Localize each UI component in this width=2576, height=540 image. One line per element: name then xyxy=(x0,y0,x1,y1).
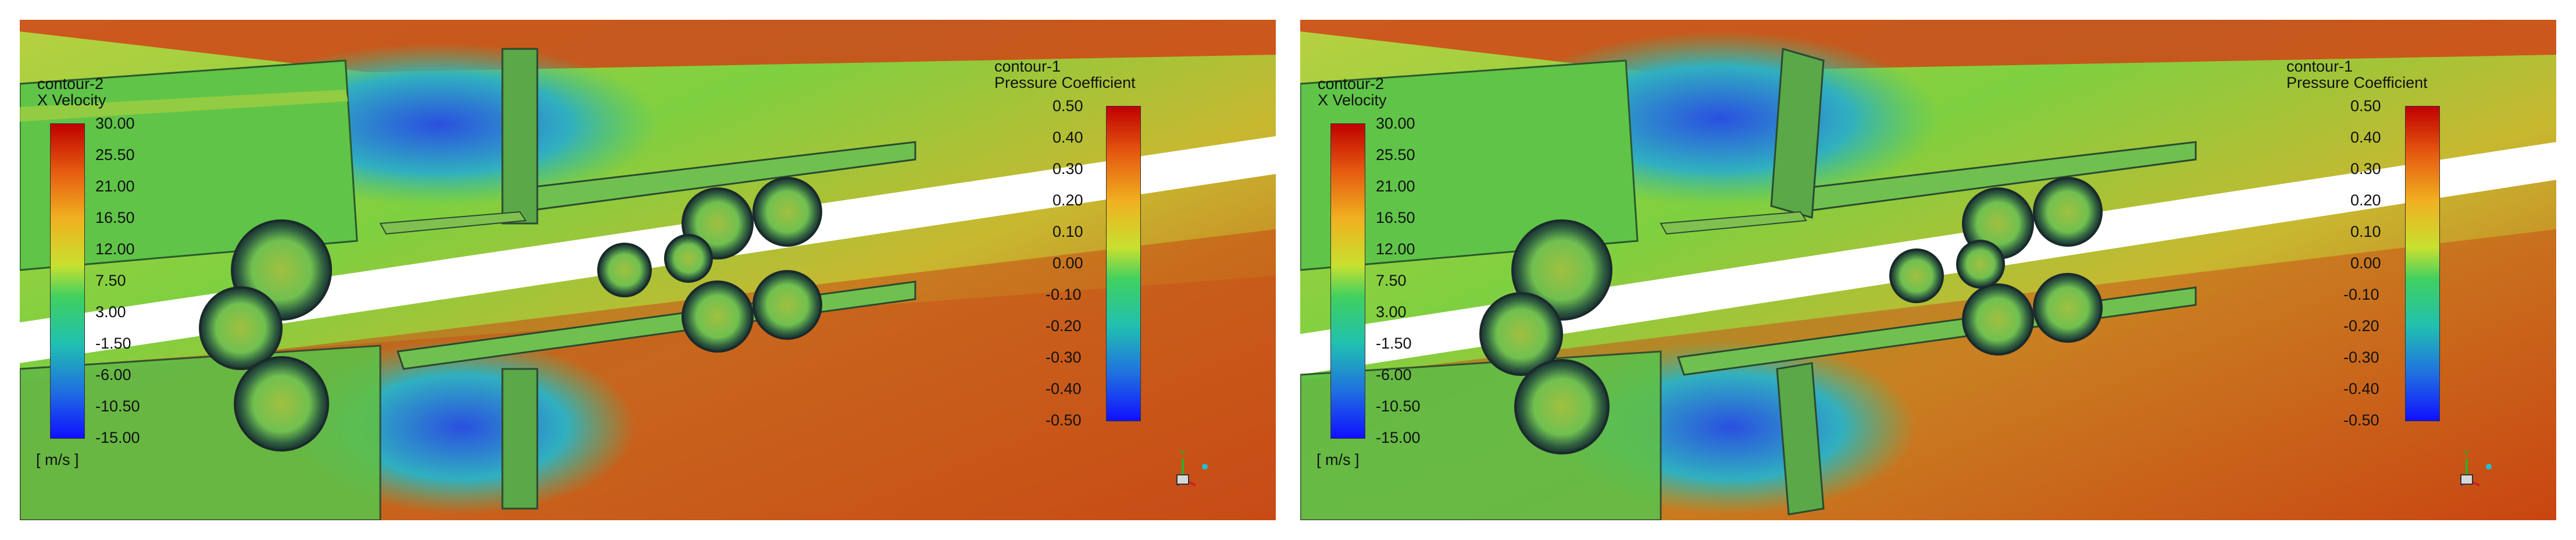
axis-triad-icon[interactable]: Y xyxy=(1159,439,1218,497)
pressure-tick: -0.40 xyxy=(1046,380,1082,397)
velocity-tick: 30.00 xyxy=(95,115,135,132)
velocity-unit: [ m/s ] xyxy=(1316,451,1360,468)
velocity-colorbar xyxy=(1330,123,1365,439)
pressure-legend-title: contour-1 xyxy=(994,58,1061,75)
flow-field-scene xyxy=(20,20,1276,520)
velocity-legend-subtitle: X Velocity xyxy=(1318,91,1387,109)
velocity-tick: -1.50 xyxy=(1376,335,1412,352)
velocity-tick: 25.50 xyxy=(1376,146,1415,164)
pressure-tick: -0.30 xyxy=(1046,349,1082,366)
velocity-tick: -6.00 xyxy=(95,366,131,383)
velocity-colorbar xyxy=(50,123,85,439)
right-contour-view[interactable]: contour-2 X Velocity 30.00 25.50 21.00 1… xyxy=(1300,20,2556,520)
axis-triad-icon[interactable]: Y xyxy=(2443,439,2502,497)
pressure-tick: -0.50 xyxy=(1046,411,1082,429)
left-contour-view[interactable]: contour-2 X Velocity 30.00 25.50 21.00 1… xyxy=(20,20,1276,520)
velocity-tick: 7.50 xyxy=(95,272,126,289)
velocity-tick: -6.00 xyxy=(1376,366,1412,383)
velocity-tick: 30.00 xyxy=(1376,115,1415,132)
triad-y-label: Y xyxy=(2463,449,2470,459)
pressure-tick: 0.10 xyxy=(2350,223,2381,240)
pressure-tick: -0.20 xyxy=(2343,317,2379,335)
velocity-unit: [ m/s ] xyxy=(36,451,79,468)
pressure-tick: 0.40 xyxy=(1052,129,1083,146)
pressure-tick: 0.20 xyxy=(1052,191,1083,209)
velocity-tick: -1.50 xyxy=(95,335,131,352)
pressure-legend-subtitle: Pressure Coefficient xyxy=(994,74,1136,91)
triad-y-label: Y xyxy=(1179,449,1186,459)
pressure-tick: 0.50 xyxy=(1052,97,1083,115)
velocity-tick: 16.50 xyxy=(95,209,135,226)
pressure-tick: 0.50 xyxy=(2350,97,2381,115)
pressure-colorbar xyxy=(1106,106,1141,421)
velocity-legend-title: contour-2 xyxy=(37,75,104,93)
velocity-tick: 21.00 xyxy=(1376,177,1415,195)
velocity-tick: 12.00 xyxy=(1376,240,1415,258)
pressure-tick: 0.30 xyxy=(2350,160,2381,177)
pressure-legend-subtitle: Pressure Coefficient xyxy=(2286,74,2428,91)
pressure-tick: 0.40 xyxy=(2350,129,2381,146)
pressure-tick: -0.10 xyxy=(2343,286,2379,303)
pressure-tick: 0.20 xyxy=(2350,191,2381,209)
pressure-tick: 0.10 xyxy=(1052,223,1083,240)
velocity-tick: -10.50 xyxy=(1376,397,1421,415)
velocity-tick: 3.00 xyxy=(95,303,126,321)
pressure-tick: 0.00 xyxy=(1052,254,1083,272)
velocity-tick: -15.00 xyxy=(1376,429,1421,446)
flow-field-scene xyxy=(1300,20,2556,520)
velocity-tick: 7.50 xyxy=(1376,272,1407,289)
velocity-tick: -15.00 xyxy=(95,429,140,446)
velocity-tick: 12.00 xyxy=(95,240,135,258)
velocity-tick: 3.00 xyxy=(1376,303,1407,321)
pressure-tick: 0.30 xyxy=(1052,160,1083,177)
velocity-legend-subtitle: X Velocity xyxy=(37,91,106,109)
pressure-legend-title: contour-1 xyxy=(2286,58,2353,75)
velocity-tick: 16.50 xyxy=(1376,209,1415,226)
velocity-legend-title: contour-2 xyxy=(1318,75,1385,93)
ground-plane-gap xyxy=(20,136,1276,363)
pressure-tick: -0.10 xyxy=(1046,286,1082,303)
velocity-tick: 25.50 xyxy=(95,146,135,164)
velocity-tick: -10.50 xyxy=(95,397,140,415)
velocity-tick: 21.00 xyxy=(95,177,135,195)
pressure-tick: 0.00 xyxy=(2350,254,2381,272)
pressure-tick: -0.20 xyxy=(1046,317,1082,335)
pressure-tick: -0.50 xyxy=(2343,411,2379,429)
pressure-colorbar xyxy=(2405,106,2440,421)
pressure-tick: -0.40 xyxy=(2343,380,2379,397)
pressure-tick: -0.30 xyxy=(2343,349,2379,366)
